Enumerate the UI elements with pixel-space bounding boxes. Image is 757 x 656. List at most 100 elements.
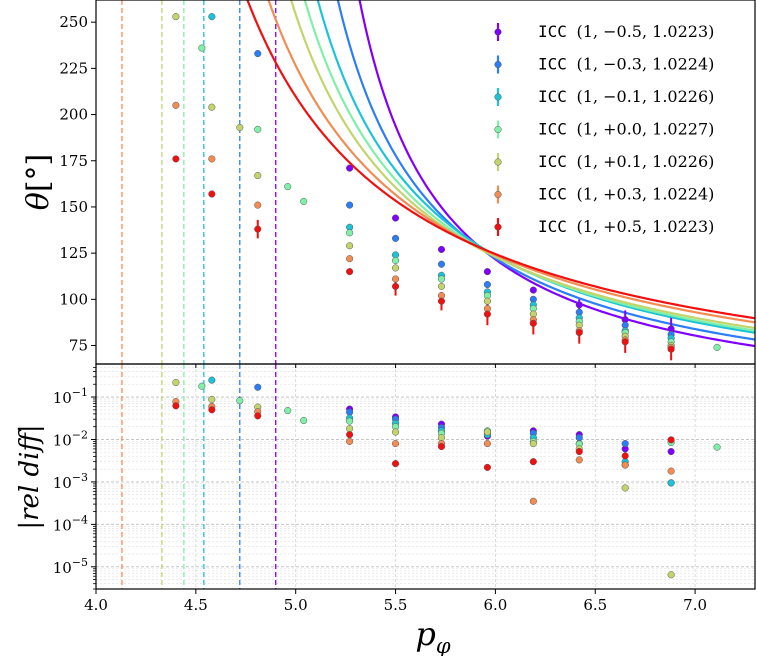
data-point	[575, 447, 583, 456]
legend-entry: ICC (1, −0.5, 1.0223)	[494, 22, 714, 41]
data-points-bottom	[172, 376, 721, 579]
data-point	[254, 412, 262, 420]
legend-label: ICC (1, −0.3, 1.0224)	[538, 55, 714, 74]
data-point	[346, 242, 354, 250]
bottom-plot-frame	[95, 363, 756, 590]
data-point	[391, 428, 400, 436]
theta-symbol: θ	[21, 192, 56, 210]
legend-marker	[494, 125, 502, 134]
data-point	[437, 443, 446, 451]
data-point	[437, 282, 446, 290]
legend-entry: ICC (1, +0.1, 1.0226)	[494, 152, 714, 171]
legend-entry: ICC (1, −0.1, 1.0226)	[494, 87, 714, 106]
legend-marker	[494, 60, 502, 69]
fit-curve	[246, 0, 755, 320]
data-point	[437, 275, 446, 283]
tick-base: 10	[53, 474, 72, 492]
legend-entry: ICC (1, +0.5, 1.0223)	[494, 217, 714, 236]
fit-curve	[289, 0, 755, 330]
data-point	[391, 440, 400, 448]
data-point	[346, 431, 354, 439]
data-point	[667, 447, 675, 456]
data-point	[236, 123, 244, 132]
grid	[96, 364, 755, 589]
legend-label-params: (1, +0.0, 1.0227)	[577, 120, 715, 139]
data-point	[621, 440, 629, 448]
legend-label-name: ICC	[538, 120, 577, 139]
legend-label-params: (1, +0.3, 1.0224)	[577, 185, 715, 204]
data-point	[284, 407, 292, 415]
data-point	[254, 50, 262, 58]
legend-marker	[494, 190, 502, 199]
data-point	[667, 345, 675, 353]
y-tick-label: 100	[59, 290, 88, 308]
x-ticks: 4.0 4.5 5.0 5.5 6.0 6.5 7.0	[84, 364, 707, 614]
y-ticks-top: 75 100 125 150 175 200 225 250	[59, 13, 96, 355]
data-point	[172, 378, 180, 387]
tick-base: 10	[53, 516, 72, 534]
y-ticks-bottom: 10−510−410−310−210−1	[53, 366, 96, 590]
data-point	[621, 338, 629, 346]
data-point	[346, 425, 354, 433]
y-tick-label: 75	[69, 337, 88, 355]
y-axis-label-top: θ[°]	[21, 154, 56, 210]
data-point	[254, 383, 262, 391]
data-point	[346, 201, 354, 209]
x-tick-label: 6.0	[483, 596, 507, 614]
x-tick-label: 6.5	[583, 596, 607, 614]
legend-label-params: (1, +0.5, 1.0223)	[577, 217, 715, 236]
data-point	[208, 155, 216, 163]
top-panel: 75 100 125 150 175 200 225 250 θ[°] ICC (1, −0.…	[21, 0, 756, 365]
data-point	[575, 434, 583, 442]
fit-curve	[336, 0, 755, 341]
data-point	[391, 264, 400, 272]
data-point	[667, 467, 675, 475]
tick-base: 10	[53, 431, 72, 449]
data-point	[208, 190, 216, 198]
data-point	[198, 44, 206, 52]
tick-base: 10	[53, 389, 72, 407]
data-point	[346, 417, 354, 425]
data-point	[667, 571, 675, 579]
y-tick-label: 125	[59, 244, 88, 262]
legend-label: ICC (1, −0.1, 1.0226)	[538, 87, 714, 106]
data-point	[713, 443, 721, 451]
data-point	[483, 268, 491, 276]
data-point	[483, 463, 491, 471]
data-point	[254, 171, 262, 180]
data-point	[172, 155, 180, 163]
legend-entry: ICC (1, +0.0, 1.0227)	[494, 120, 714, 139]
y-tick-label: 200	[59, 106, 88, 124]
tick-exponent: −5	[72, 556, 88, 569]
data-point	[621, 452, 629, 460]
y-tick-label: 150	[59, 198, 88, 216]
data-points-top	[172, 13, 721, 353]
legend-label: ICC (1, +0.0, 1.0227)	[538, 120, 714, 139]
fit-curve	[358, 0, 755, 348]
data-point	[236, 397, 244, 405]
data-point	[621, 484, 629, 492]
legend-marker	[494, 28, 502, 36]
legend-marker	[494, 223, 502, 231]
y-tick-label: 10−5	[53, 556, 88, 577]
tick-exponent: −4	[72, 513, 88, 526]
data-point	[437, 434, 446, 442]
legend-label-name: ICC	[538, 185, 577, 204]
data-point	[300, 416, 308, 425]
data-point	[172, 402, 180, 410]
data-point	[667, 479, 675, 487]
legend-entry: ICC (1, −0.3, 1.0224)	[494, 55, 714, 74]
legend-label-name: ICC	[538, 217, 577, 236]
x-tick-label: 7.0	[683, 596, 707, 614]
data-point	[198, 382, 206, 390]
data-point	[575, 301, 583, 309]
data-point	[391, 460, 400, 468]
data-point	[208, 395, 216, 403]
data-point	[529, 440, 537, 448]
data-point	[621, 461, 629, 469]
data-point	[529, 319, 537, 327]
data-point	[346, 229, 354, 237]
legend-label: ICC (1, +0.5, 1.0223)	[538, 217, 714, 236]
data-point	[483, 310, 491, 318]
